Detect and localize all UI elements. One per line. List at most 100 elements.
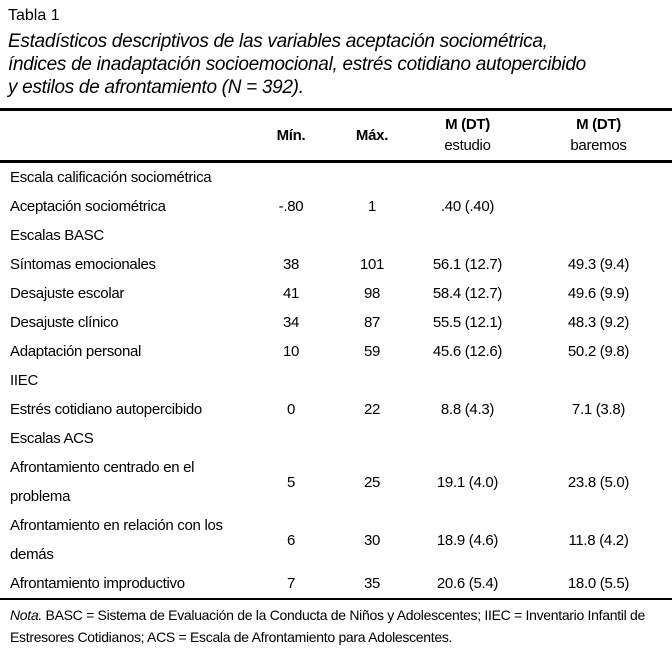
- value-min: 5: [286, 473, 296, 491]
- table-header: Mín. Máx. M (DT) estudio M (DT) baremos: [0, 109, 672, 163]
- value-max: 1: [367, 198, 377, 215]
- row-label: Afrontamiento centrado en el problema: [10, 459, 195, 505]
- value-min: -.80: [278, 198, 304, 215]
- value-min: 7: [286, 575, 296, 592]
- row-label: Escalas ACS: [10, 430, 94, 447]
- table-row: Afrontamiento improductivo 7 35 20.6 (5.4) 1…: [0, 569, 672, 599]
- value-baremos: 49.3 (9.4): [567, 256, 630, 273]
- value-baremos: 7.1 (3.8): [571, 401, 626, 418]
- value-min: [248, 424, 334, 453]
- table-row: Síntomas emocionales 38 101 56.1 (12.7) 49.3…: [0, 250, 672, 279]
- column-header-max: Máx.: [334, 109, 410, 163]
- note-text: BASC = Sistema de Evaluación de la Condu…: [10, 607, 645, 645]
- value-baremos: [525, 192, 672, 221]
- section-row: Escalas BASC: [0, 221, 672, 250]
- value-baremos: 18.0 (5.5): [567, 575, 630, 592]
- column-header-m-dt-baremos: M (DT) baremos: [525, 109, 672, 163]
- section-row: Escala calificación sociométrica: [0, 162, 672, 193]
- value-max: 101: [359, 256, 385, 273]
- value-estudio: 45.6 (12.6): [432, 343, 503, 360]
- table-caption: Tabla 1 Estadísticos descriptivos de las…: [0, 5, 672, 99]
- value-max: [334, 366, 410, 395]
- value-max: 35: [363, 575, 381, 592]
- column-header-m-dt: M (DT): [445, 116, 490, 133]
- value-max: [334, 221, 410, 250]
- table-row: Desajuste escolar 41 98 58.4 (12.7) 49.6 (9.…: [0, 279, 672, 308]
- value-min: [248, 221, 334, 250]
- row-label: Escalas BASC: [10, 227, 104, 244]
- value-estudio: 20.6 (5.4): [436, 575, 499, 592]
- table-body: Escala calificación sociométrica Aceptaci…: [0, 162, 672, 600]
- column-header-m-dt: M (DT): [576, 116, 621, 133]
- note-prefix: Nota.: [10, 607, 42, 623]
- value-max: 22: [363, 401, 381, 418]
- row-label: Síntomas emocionales: [10, 256, 156, 273]
- column-header-min: Mín.: [248, 109, 334, 163]
- value-baremos: [525, 424, 672, 453]
- value-estudio: [410, 221, 525, 250]
- value-estudio: [410, 162, 525, 193]
- header-row: Mín. Máx. M (DT) estudio M (DT) baremos: [0, 109, 672, 163]
- row-label: Adaptación personal: [10, 343, 142, 360]
- value-estudio: 55.5 (12.1): [432, 314, 503, 331]
- value-min: [248, 162, 334, 193]
- row-label: Afrontamiento improductivo: [10, 575, 185, 592]
- value-max: [334, 162, 410, 193]
- value-max: 30: [363, 531, 381, 549]
- table-label: Tabla 1: [8, 7, 60, 24]
- value-baremos: 23.8 (5.0): [567, 473, 630, 491]
- table-row: Desajuste clínico 34 87 55.5 (12.1) 48.3 (9.…: [0, 308, 672, 337]
- column-header-baremos: baremos: [570, 137, 627, 154]
- column-header-empty: [0, 109, 248, 163]
- row-label: Desajuste escolar: [10, 285, 125, 302]
- value-estudio: 56.1 (12.7): [432, 256, 503, 273]
- value-estudio: 8.8 (4.3): [440, 401, 495, 418]
- value-baremos: [525, 162, 672, 193]
- table-title-line: y estilos de afrontamiento (N = 392).: [8, 77, 304, 98]
- value-min: [248, 366, 334, 395]
- value-max: 59: [363, 343, 381, 360]
- row-label: Desajuste clínico: [10, 314, 119, 331]
- value-max: 87: [363, 314, 381, 331]
- section-row: Escalas ACS: [0, 424, 672, 453]
- row-label: Afrontamiento en relación con los demás: [10, 517, 223, 563]
- table-title-line: Estadísticos descriptivos de las variabl…: [8, 31, 548, 52]
- value-min: 0: [286, 401, 296, 418]
- descriptive-statistics-table: Mín. Máx. M (DT) estudio M (DT) baremos …: [0, 108, 672, 600]
- column-header-estudio: estudio: [444, 137, 491, 154]
- value-baremos: [525, 221, 672, 250]
- value-min: 6: [286, 531, 296, 549]
- value-baremos: [525, 366, 672, 395]
- table-row: Adaptación personal 10 59 45.6 (12.6) 50.2 (…: [0, 337, 672, 366]
- value-baremos: 48.3 (9.2): [567, 314, 630, 331]
- value-max: [334, 424, 410, 453]
- value-min: 34: [282, 314, 300, 331]
- value-max: 98: [363, 285, 381, 302]
- value-estudio: [410, 366, 525, 395]
- section-row: IIEC: [0, 366, 672, 395]
- row-label: Escala calificación sociométrica: [10, 169, 212, 186]
- row-label: IIEC: [10, 372, 38, 389]
- value-estudio: 58.4 (12.7): [432, 285, 503, 302]
- table-row: Estrés cotidiano autopercibido 0 22 8.8 (4.…: [0, 395, 672, 424]
- table-row: Afrontamiento en relación con los demás 6…: [0, 511, 672, 569]
- value-estudio: .40 (.40): [440, 198, 495, 215]
- table-row: Afrontamiento centrado en el problema 5 25…: [0, 453, 672, 511]
- value-baremos: 50.2 (9.8): [567, 343, 630, 360]
- column-header-m-dt-estudio: M (DT) estudio: [410, 109, 525, 163]
- value-min: 41: [282, 285, 300, 302]
- table-row: Aceptación sociométrica -.80 1 .40 (.40): [0, 192, 672, 221]
- value-baremos: 49.6 (9.9): [567, 285, 630, 302]
- row-label: Aceptación sociométrica: [10, 198, 166, 215]
- value-max: 25: [363, 473, 381, 491]
- row-label: Estrés cotidiano autopercibido: [10, 401, 202, 418]
- value-min: 10: [282, 343, 300, 360]
- value-baremos: 11.8 (4.2): [568, 531, 629, 549]
- value-min: 38: [282, 256, 300, 273]
- table-note: Nota. BASC = Sistema de Evaluación de la…: [0, 600, 672, 648]
- value-estudio: [410, 424, 525, 453]
- table-title: Estadísticos descriptivos de las variabl…: [8, 30, 670, 99]
- table-title-line: índices de inadaptación socioemocional, …: [8, 54, 586, 75]
- value-estudio: 19.1 (4.0): [436, 473, 499, 491]
